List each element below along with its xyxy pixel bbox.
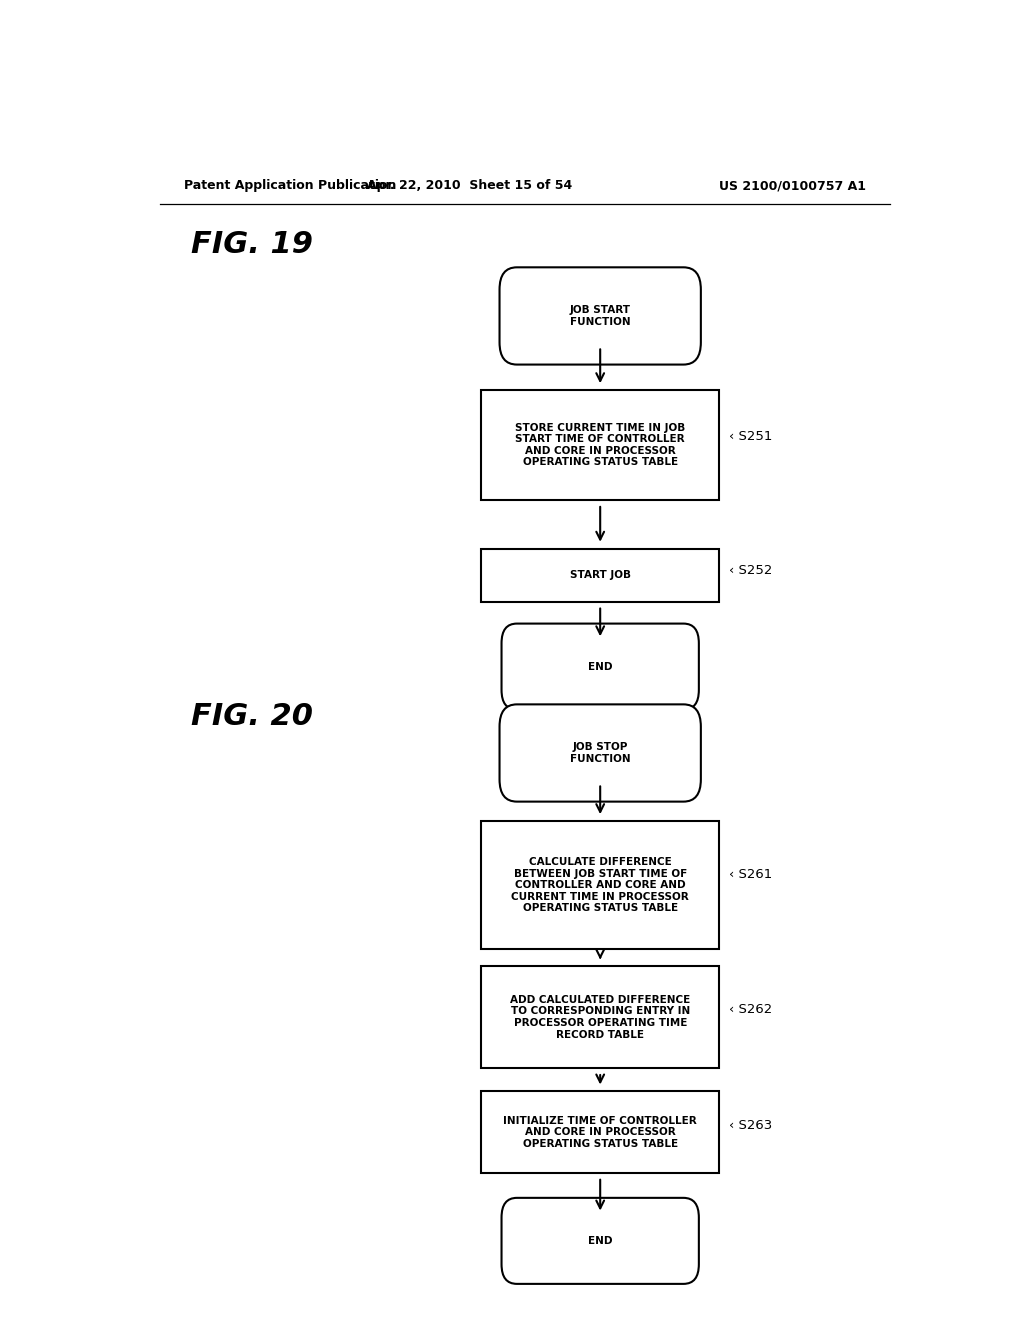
FancyBboxPatch shape xyxy=(502,1197,698,1284)
Text: STORE CURRENT TIME IN JOB
START TIME OF CONTROLLER
AND CORE IN PROCESSOR
OPERATI: STORE CURRENT TIME IN JOB START TIME OF … xyxy=(515,422,685,467)
Text: INITIALIZE TIME OF CONTROLLER
AND CORE IN PROCESSOR
OPERATING STATUS TABLE: INITIALIZE TIME OF CONTROLLER AND CORE I… xyxy=(504,1115,697,1148)
Text: JOB START
FUNCTION: JOB START FUNCTION xyxy=(569,305,631,327)
Text: CALCULATE DIFFERENCE
BETWEEN JOB START TIME OF
CONTROLLER AND CORE AND
CURRENT T: CALCULATE DIFFERENCE BETWEEN JOB START T… xyxy=(511,857,689,913)
FancyBboxPatch shape xyxy=(481,549,719,602)
Text: ‹ S252: ‹ S252 xyxy=(729,565,772,577)
FancyBboxPatch shape xyxy=(481,1092,719,1172)
Text: ADD CALCULATED DIFFERENCE
TO CORRESPONDING ENTRY IN
PROCESSOR OPERATING TIME
REC: ADD CALCULATED DIFFERENCE TO CORRESPONDI… xyxy=(510,995,690,1040)
Text: END: END xyxy=(588,1236,612,1246)
FancyBboxPatch shape xyxy=(481,391,719,500)
FancyBboxPatch shape xyxy=(500,705,700,801)
Text: END: END xyxy=(588,661,612,672)
Text: Patent Application Publication: Patent Application Publication xyxy=(183,180,396,193)
Text: ‹ S262: ‹ S262 xyxy=(729,1003,772,1015)
Text: ‹ S251: ‹ S251 xyxy=(729,430,772,442)
Text: ‹ S263: ‹ S263 xyxy=(729,1119,772,1133)
Text: US 2100/0100757 A1: US 2100/0100757 A1 xyxy=(719,180,866,193)
Text: JOB STOP
FUNCTION: JOB STOP FUNCTION xyxy=(570,742,631,764)
Text: FIG. 20: FIG. 20 xyxy=(191,702,313,731)
Text: Apr. 22, 2010  Sheet 15 of 54: Apr. 22, 2010 Sheet 15 of 54 xyxy=(367,180,571,193)
FancyBboxPatch shape xyxy=(500,268,700,364)
Text: ‹ S261: ‹ S261 xyxy=(729,869,772,882)
FancyBboxPatch shape xyxy=(481,966,719,1068)
Text: FIG. 19: FIG. 19 xyxy=(191,230,313,259)
FancyBboxPatch shape xyxy=(502,623,698,710)
Text: START JOB: START JOB xyxy=(569,570,631,579)
FancyBboxPatch shape xyxy=(481,821,719,949)
